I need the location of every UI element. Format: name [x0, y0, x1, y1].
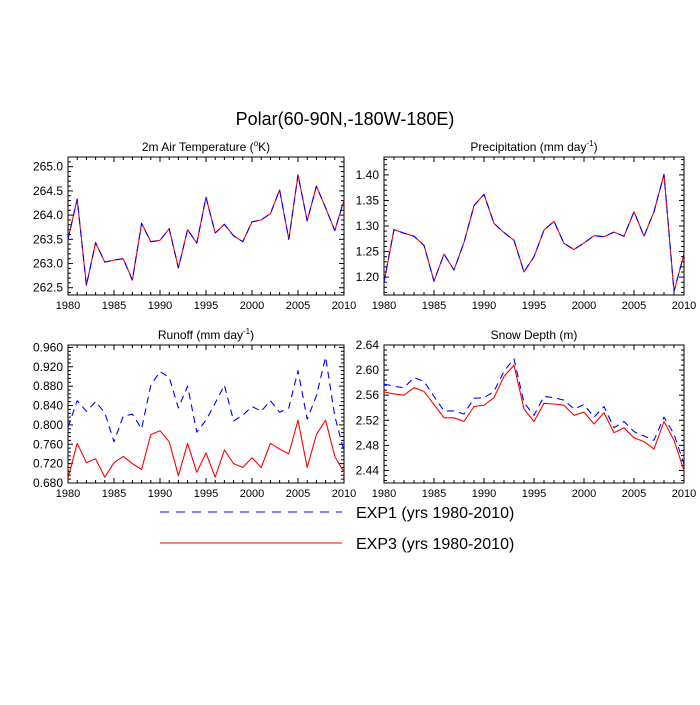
- x-tick-label: 2005: [286, 488, 310, 500]
- y-tick-label: 1.25: [356, 245, 380, 259]
- x-tick-label: 1990: [148, 488, 172, 500]
- y-tick-label: 1.40: [356, 168, 380, 182]
- series-line-exp1: [383, 358, 685, 465]
- x-tick-label: 2000: [572, 300, 596, 312]
- y-tick-label: 0.760: [33, 437, 63, 451]
- y-tick-label: 264.0: [33, 208, 63, 222]
- panels: 2m Air Temperature (oK) 1980 1985 1990 1995 2…: [33, 139, 696, 500]
- y-tick-label: 263.0: [33, 257, 63, 271]
- series-line-exp3: [67, 419, 345, 479]
- x-tick-label: 1980: [56, 488, 80, 500]
- legend-label-exp3: EXP3 (yrs 1980-2010): [356, 536, 514, 553]
- x-tick-label: 1990: [472, 300, 496, 312]
- x-tick-label: 1985: [102, 300, 126, 312]
- y-tick-label: 1.30: [356, 219, 380, 233]
- x-tick-label: 2010: [672, 488, 696, 500]
- x-tick-label: 1995: [194, 488, 218, 500]
- series-line-exp3: [67, 174, 345, 286]
- x-tick-label: 1980: [56, 300, 80, 312]
- y-tick-label: 0.840: [33, 399, 63, 413]
- panel-4: Snow Depth (m) 1980 1985 1990 1995 2000 2005 20…: [356, 328, 697, 500]
- y-tick-label: 0.920: [33, 360, 63, 374]
- x-tick-label: 1995: [522, 300, 546, 312]
- x-tick-label: 1985: [102, 488, 126, 500]
- panel-3: Runoff (mm day-1) 1980 1985 1990 1995 2000 200…: [33, 327, 356, 500]
- y-tick-label: 2.52: [356, 413, 380, 427]
- x-tick-label: 2000: [240, 300, 264, 312]
- panel-1: 2m Air Temperature (oK) 1980 1985 1990 1995 2…: [33, 139, 356, 312]
- panel-title: Precipitation (mm day-1): [470, 139, 597, 154]
- y-tick-label: 0.720: [33, 457, 63, 471]
- y-tick-label: 0.680: [33, 476, 63, 490]
- y-tick-label: 1.35: [356, 193, 380, 207]
- series-line-exp3: [383, 173, 685, 292]
- x-tick-label: 1995: [194, 300, 218, 312]
- series-line-exp1: [383, 173, 685, 292]
- y-tick-label: 2.44: [356, 463, 380, 477]
- legend: EXP1 (yrs 1980-2010) EXP3 (yrs 1980-2010): [160, 505, 514, 553]
- y-tick-label: 263.5: [33, 232, 63, 246]
- y-tick-label: 265.0: [33, 160, 63, 174]
- x-tick-label: 2005: [286, 300, 310, 312]
- x-tick-label: 2010: [332, 488, 356, 500]
- y-tick-label: 2.60: [356, 363, 380, 377]
- x-tick-label: 1985: [422, 300, 446, 312]
- x-tick-label: 1980: [372, 300, 396, 312]
- x-tick-label: 2005: [622, 488, 646, 500]
- y-tick-label: 2.64: [356, 338, 380, 352]
- x-tick-label: 1990: [148, 300, 172, 312]
- panel-title: Runoff (mm day-1): [158, 327, 254, 342]
- y-tick-label: 2.48: [356, 438, 380, 452]
- x-tick-label: 1995: [522, 488, 546, 500]
- series-line-exp1: [67, 174, 345, 286]
- y-tick-label: 0.800: [33, 418, 63, 432]
- y-tick-label: 1.20: [356, 270, 380, 284]
- figure-title: Polar(60-90N,-180W-180E): [236, 109, 455, 129]
- x-tick-label: 2000: [572, 488, 596, 500]
- x-tick-label: 1990: [472, 488, 496, 500]
- y-tick-label: 0.960: [33, 340, 63, 354]
- y-tick-label: 0.880: [33, 379, 63, 393]
- y-tick-label: 262.5: [33, 281, 63, 295]
- x-tick-label: 1985: [422, 488, 446, 500]
- x-tick-label: 2010: [672, 300, 696, 312]
- series-line-exp3: [383, 364, 685, 471]
- x-tick-label: 2005: [622, 300, 646, 312]
- plot-frame: [67, 156, 345, 296]
- panel-title: 2m Air Temperature (oK): [142, 139, 270, 154]
- panel-title: Snow Depth (m): [491, 328, 578, 342]
- panel-2: Precipitation (mm day-1) 1980 1985 1990 1995…: [356, 139, 697, 312]
- plot-frame: [383, 344, 685, 484]
- x-tick-label: 2000: [240, 488, 264, 500]
- plot-frame: [67, 344, 345, 484]
- y-tick-label: 264.5: [33, 184, 63, 198]
- x-tick-label: 2010: [332, 300, 356, 312]
- legend-label-exp1: EXP1 (yrs 1980-2010): [356, 505, 514, 522]
- plot-frame: [383, 156, 685, 296]
- series-line-exp1: [67, 356, 345, 452]
- y-tick-label: 2.56: [356, 388, 380, 402]
- x-tick-label: 1980: [372, 488, 396, 500]
